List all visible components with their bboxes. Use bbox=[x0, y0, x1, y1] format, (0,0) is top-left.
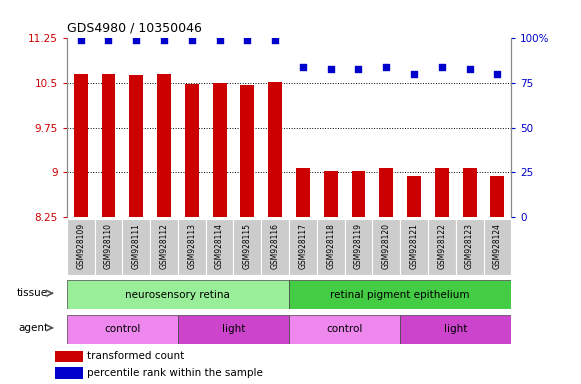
Bar bbox=[352, 170, 365, 217]
Text: retinal pigment epithelium: retinal pigment epithelium bbox=[331, 290, 470, 300]
Text: GSM928112: GSM928112 bbox=[160, 223, 168, 269]
Text: GSM928124: GSM928124 bbox=[493, 223, 502, 269]
Text: light: light bbox=[222, 324, 245, 334]
Point bbox=[382, 64, 391, 70]
Text: GSM928113: GSM928113 bbox=[187, 223, 196, 269]
Bar bbox=[241, 85, 254, 217]
Bar bbox=[379, 168, 393, 217]
Text: control: control bbox=[104, 324, 141, 334]
Text: GSM928116: GSM928116 bbox=[271, 223, 279, 269]
Text: GSM928114: GSM928114 bbox=[215, 223, 224, 269]
Point bbox=[465, 66, 474, 72]
Bar bbox=[261, 219, 289, 275]
Bar bbox=[289, 219, 317, 275]
Bar bbox=[213, 83, 227, 217]
Bar bbox=[102, 74, 116, 217]
Point bbox=[159, 37, 168, 43]
Bar bbox=[428, 219, 456, 275]
Bar bbox=[67, 315, 178, 344]
Point bbox=[410, 71, 419, 77]
Bar bbox=[289, 315, 400, 344]
Text: GSM928109: GSM928109 bbox=[76, 223, 85, 270]
Point bbox=[243, 37, 252, 43]
Text: neurosensory retina: neurosensory retina bbox=[125, 290, 231, 300]
Bar bbox=[130, 75, 143, 217]
Point bbox=[298, 64, 307, 70]
Bar bbox=[372, 219, 400, 275]
Bar bbox=[67, 280, 289, 309]
Bar bbox=[483, 219, 511, 275]
Text: GSM928117: GSM928117 bbox=[299, 223, 307, 269]
Point bbox=[215, 37, 224, 43]
Text: GSM928115: GSM928115 bbox=[243, 223, 252, 269]
Bar bbox=[462, 168, 476, 217]
Text: GSM928118: GSM928118 bbox=[326, 223, 335, 269]
Text: percentile rank within the sample: percentile rank within the sample bbox=[87, 368, 263, 378]
Bar bbox=[67, 219, 95, 275]
Text: control: control bbox=[327, 324, 363, 334]
Bar bbox=[268, 82, 282, 217]
Bar bbox=[185, 84, 199, 217]
Bar bbox=[324, 170, 338, 217]
Bar bbox=[407, 177, 421, 217]
Text: GSM928121: GSM928121 bbox=[410, 223, 418, 269]
Point bbox=[76, 37, 85, 43]
Text: tissue: tissue bbox=[17, 288, 48, 298]
Bar bbox=[234, 219, 261, 275]
Bar bbox=[317, 219, 345, 275]
Bar bbox=[123, 219, 150, 275]
Bar bbox=[178, 315, 289, 344]
Text: GSM928110: GSM928110 bbox=[104, 223, 113, 269]
Text: GSM928123: GSM928123 bbox=[465, 223, 474, 269]
Bar bbox=[400, 219, 428, 275]
Bar bbox=[150, 219, 178, 275]
Bar bbox=[400, 315, 511, 344]
Point bbox=[104, 37, 113, 43]
Point bbox=[326, 66, 335, 72]
Point bbox=[437, 64, 446, 70]
Bar bbox=[206, 219, 234, 275]
Bar bbox=[345, 219, 372, 275]
Bar bbox=[95, 219, 123, 275]
Bar bbox=[74, 74, 88, 217]
Bar bbox=[435, 168, 449, 217]
Point bbox=[271, 37, 280, 43]
Bar bbox=[490, 177, 504, 217]
Bar bbox=[289, 280, 511, 309]
Text: GSM928120: GSM928120 bbox=[382, 223, 391, 269]
Point bbox=[354, 66, 363, 72]
Bar bbox=[55, 367, 83, 379]
Text: light: light bbox=[444, 324, 467, 334]
Text: GSM928119: GSM928119 bbox=[354, 223, 363, 269]
Bar bbox=[456, 219, 483, 275]
Text: GDS4980 / 10350046: GDS4980 / 10350046 bbox=[67, 22, 202, 35]
Text: agent: agent bbox=[18, 323, 48, 333]
Bar bbox=[178, 219, 206, 275]
Bar bbox=[55, 351, 83, 362]
Point bbox=[132, 37, 141, 43]
Point bbox=[187, 37, 196, 43]
Bar bbox=[296, 167, 310, 217]
Point bbox=[493, 71, 502, 77]
Bar bbox=[157, 74, 171, 217]
Text: GSM928122: GSM928122 bbox=[437, 223, 446, 269]
Text: transformed count: transformed count bbox=[87, 351, 184, 361]
Text: GSM928111: GSM928111 bbox=[132, 223, 141, 269]
